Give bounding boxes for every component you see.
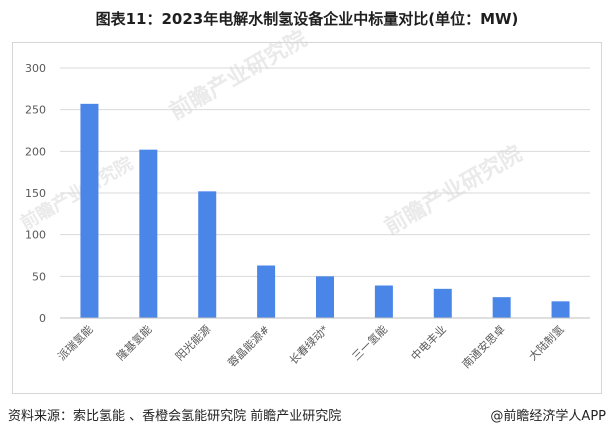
x-tick-label: 南通安思卓 [459,322,508,371]
x-tick-label: 阳光能源 [172,322,213,363]
bars-layer [80,103,570,318]
chart-frame [12,42,602,394]
watermark-text: 前瞻产业研究院 [380,141,526,241]
y-tick-label: 300 [25,62,46,75]
y-tick-label: 0 [39,312,46,325]
bar [80,103,99,318]
brand-credit: @前瞻经济学人APP [490,409,606,424]
bar [198,191,217,318]
y-tick-label: 250 [25,104,46,117]
bar [433,288,452,318]
bar [374,285,393,318]
x-tick-label: 蓉晶能源# [225,322,273,370]
bar [257,265,276,318]
bar [316,276,334,318]
y-tick-label: 150 [25,187,46,200]
x-tick-label: 长春绿动* [286,322,331,367]
y-tick-label: 50 [32,270,46,283]
y-tick-label: 200 [25,145,46,158]
x-tick-label: 大陆制氢 [526,322,567,363]
x-tick-labels: 派瑞氢能 隆基氢能 阳光能源 蓉晶能源# 长春绿动* 三一氢能 中电丰业 南通安思卓 大陆制氢 [55,322,567,371]
x-tick-label: 派瑞氢能 [55,322,96,363]
bar [139,149,158,318]
bar [492,297,511,318]
bar [551,301,570,318]
y-tick-label: 100 [25,229,46,242]
x-tick-label: 中电丰业 [409,323,449,363]
source-note: 资料来源：索比氢能 、香橙会氢能研究院 前瞻产业研究院 [8,409,342,424]
watermark-text: 前瞻产业研究院 [165,26,311,126]
chart-title: 图表11：2023年电解水制氢设备企业中标量对比(单位：MW) [95,10,519,28]
x-tick-label: 隆基氢能 [113,322,154,363]
x-tick-label: 三一氢能 [349,322,390,363]
y-tick-labels: 0 50 100 150 200 250 300 [25,62,46,325]
